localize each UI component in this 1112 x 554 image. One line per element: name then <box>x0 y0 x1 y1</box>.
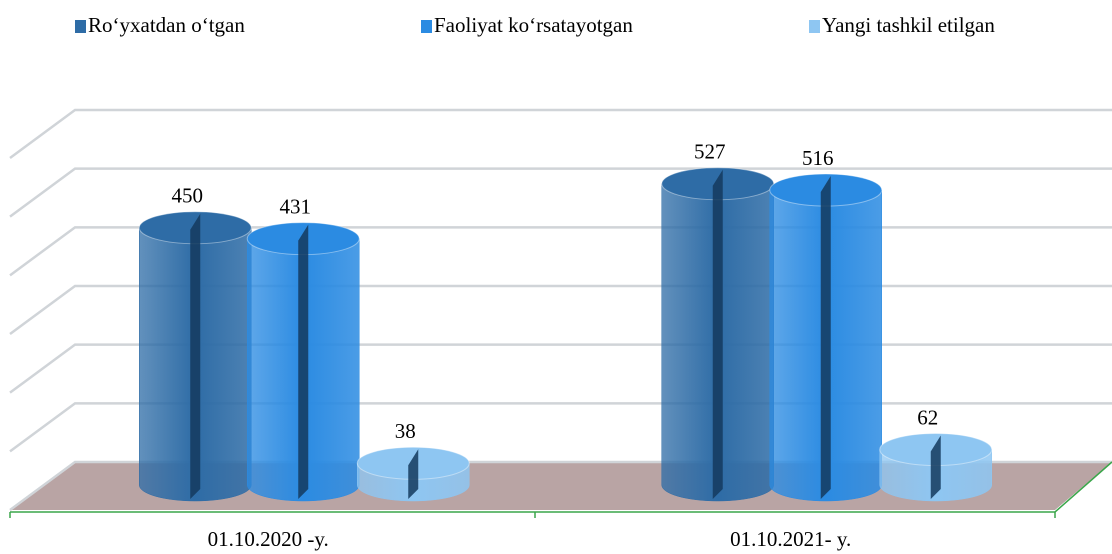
cylinder-stripe <box>712 169 723 499</box>
cylinder-stripe <box>298 224 309 499</box>
legend-swatch <box>421 20 432 33</box>
cylinder-stripe <box>930 435 941 499</box>
cylinder-stripe <box>820 176 831 499</box>
value-label: 450 <box>172 184 204 208</box>
legend-label: Ro‘yxatdan o‘tgan <box>88 13 245 37</box>
cylinder-stripe <box>408 449 419 499</box>
cylinder-stripe <box>190 213 201 499</box>
legend-swatch <box>75 20 86 33</box>
grid-line <box>9 167 1112 218</box>
legend-swatch <box>809 20 820 33</box>
legend-label: Yangi tashkil etilgan <box>822 13 995 37</box>
x-tick-label: 01.10.2020 -y. <box>208 527 329 551</box>
value-label: 38 <box>395 419 416 443</box>
value-label: 62 <box>917 405 938 429</box>
value-label: 527 <box>694 140 726 164</box>
x-tick-label: 01.10.2021- y. <box>730 527 851 551</box>
legend-label: Faoliyat ko‘rsatayotgan <box>434 13 633 37</box>
grid-line <box>9 108 1112 160</box>
value-label: 516 <box>802 146 834 170</box>
value-label: 431 <box>280 194 312 218</box>
